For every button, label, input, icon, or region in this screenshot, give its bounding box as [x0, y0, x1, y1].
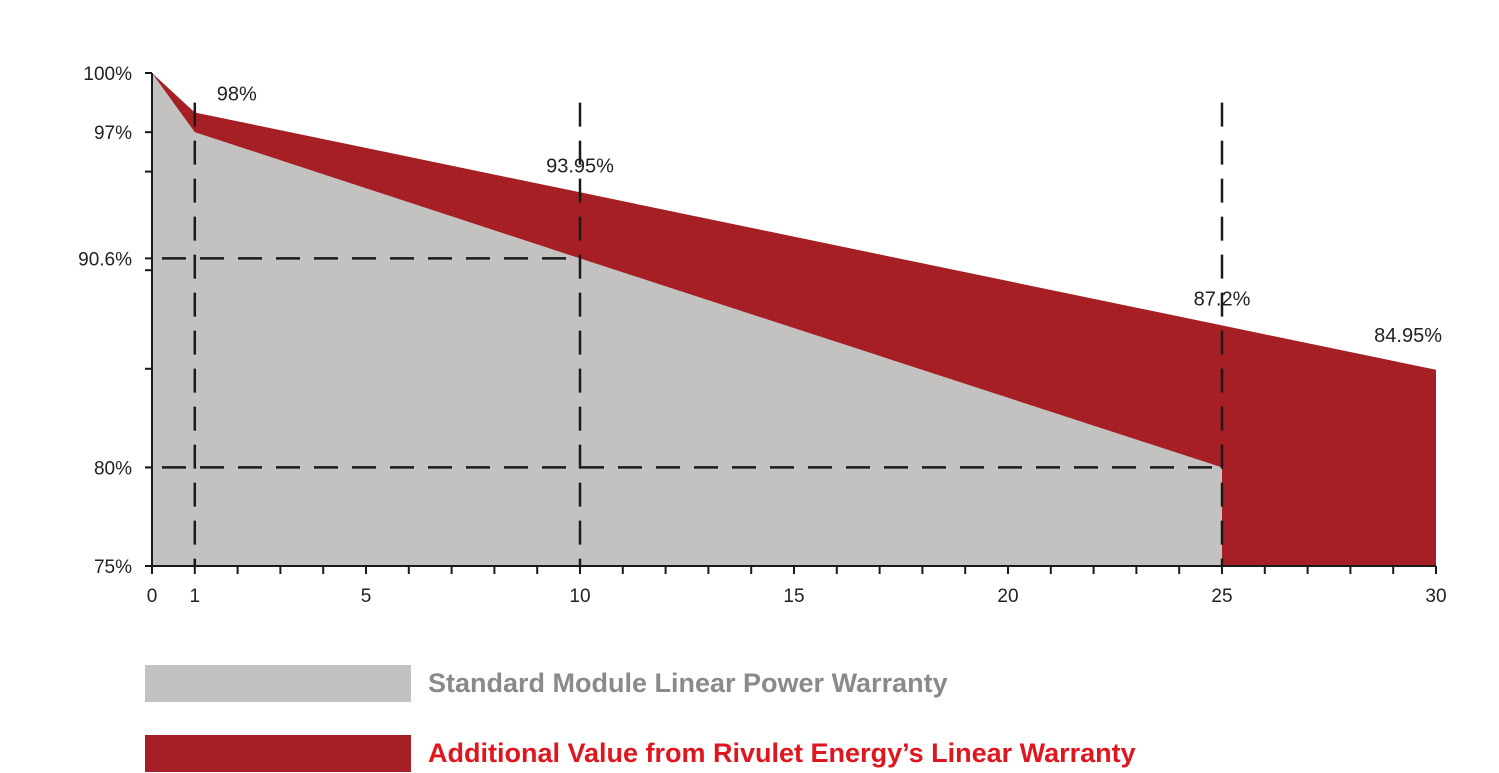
y-tick-label-80: 80% — [94, 458, 132, 479]
data-label-30: 84.95% — [1374, 325, 1442, 347]
legend-swatch-standard — [145, 665, 411, 702]
y-tick-label-100: 100% — [83, 64, 132, 85]
series-area-standard — [152, 73, 1222, 566]
x-tick-label-15: 15 — [783, 586, 804, 607]
reference-lines — [162, 102, 1224, 566]
x-tick-label-20: 20 — [997, 586, 1018, 607]
y-tick-label-90.6: 90.6% — [78, 249, 132, 270]
legend-item-additional: Additional Value from Rivulet Energy’s L… — [145, 735, 1136, 772]
legend-swatch-additional — [145, 735, 411, 772]
y-tick-label-97: 97% — [94, 123, 132, 144]
x-tick-label-0: 0 — [147, 586, 158, 607]
data-label-1: 98% — [217, 83, 257, 105]
x-tick-label-10: 10 — [569, 586, 590, 607]
legend-label-additional: Additional Value from Rivulet Energy’s L… — [428, 738, 1136, 768]
x-tick-label-25: 25 — [1211, 586, 1232, 607]
data-label-10: 93.95% — [546, 155, 614, 177]
x-tick-label-30: 30 — [1425, 586, 1446, 607]
legend-item-standard: Standard Module Linear Power Warranty — [145, 665, 948, 702]
legend-label-standard: Standard Module Linear Power Warranty — [428, 668, 948, 698]
y-tick-label-75: 75% — [94, 557, 132, 578]
data-label-25: 87.2% — [1194, 288, 1251, 310]
x-tick-label-1: 1 — [190, 586, 201, 607]
data-labels: 98% 93.95% 87.2% 84.95% — [217, 83, 1442, 346]
x-tick-label-5: 5 — [361, 586, 372, 607]
chart-areas — [152, 73, 1436, 566]
